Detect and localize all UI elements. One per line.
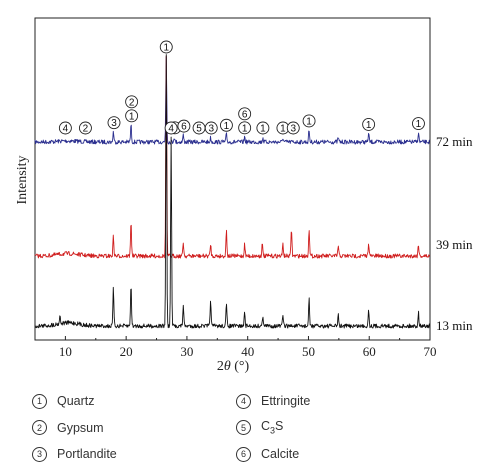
peak-label-circle [219, 118, 233, 132]
peak-label-number: 1 [242, 123, 248, 134]
legend-label: Gypsum [57, 420, 104, 435]
phase-legend: 1 Quartz 4 Ettringite 2 Gypsum 5 C3S 3 Portlandit… [32, 391, 472, 467]
peak-label-number: 4 [168, 124, 174, 135]
legend-item: 2 Gypsum [32, 418, 232, 438]
series-label: 39 min [436, 237, 473, 252]
peak-label: 3 [204, 121, 218, 135]
peak-label-number: 1 [306, 116, 312, 127]
peak-label-circle [78, 121, 92, 135]
series-line [34, 56, 431, 145]
legend-item: 4 Ettringite [232, 391, 432, 411]
series-2: 13 min [34, 54, 473, 333]
peak-label-circle [412, 117, 425, 130]
series-line [34, 54, 430, 329]
peak-label-number: 5 [196, 124, 202, 135]
peak-label-number: 2 [129, 97, 135, 108]
peak-label-number: 3 [208, 124, 214, 135]
peak-label-circle [302, 114, 316, 128]
peak-label: 1 [256, 121, 270, 135]
legend-item: 1 Quartz [32, 391, 232, 411]
peak-label-circle [159, 40, 173, 54]
legend-label: Calcite [261, 447, 300, 462]
peak-annotations: 42312146531161131114 [58, 40, 425, 135]
peak-label-circle [362, 117, 376, 131]
peak-label: 6 [238, 107, 252, 121]
x-tick-label: 60 [363, 344, 376, 359]
peak-label-circle [164, 121, 178, 135]
peak-label-circle [107, 116, 121, 130]
legend-label: Portlandite [57, 447, 117, 462]
legend-item: 3 Portlandite [32, 444, 232, 464]
peak-label-circle [238, 121, 252, 135]
peak-label: 1 [238, 121, 252, 135]
series-0: 72 min [34, 56, 473, 149]
peak-label: 1 [159, 40, 173, 54]
x-tick-label: 10 [59, 344, 72, 359]
legend-number: 4 [236, 393, 251, 409]
legend-number: 2 [32, 420, 47, 436]
peak-label: 5 [192, 121, 206, 135]
peak-label-number: 1 [224, 121, 230, 132]
legend-number: 1 [32, 393, 47, 409]
x-tick-label: 70 [424, 344, 437, 359]
peak-label-number: 1 [366, 120, 372, 131]
peak-label: 2 [78, 121, 92, 135]
peak-label: 1 [125, 109, 139, 123]
legend-label: Ettringite [261, 394, 311, 408]
peak-label-number: 1 [416, 119, 422, 130]
legend-label: C3S [261, 419, 284, 436]
x-axis-ticks: 10 20 30 40 50 60 70 [34, 336, 437, 359]
legend-item: 5 C3S [232, 418, 432, 438]
x-axis-label: 2θ (°) [217, 359, 250, 374]
peak-label-circle [125, 95, 139, 109]
series-line [34, 55, 431, 259]
peak-label-number: 3 [111, 118, 117, 129]
peak-label-number: 1 [280, 124, 286, 135]
x-tick-label: 20 [120, 344, 133, 359]
peak-label-circle [58, 121, 72, 135]
peak-label: 1 [412, 117, 425, 130]
peak-label: 1 [302, 114, 316, 128]
peak-label-number: 1 [129, 111, 135, 122]
peak-label-number: 6 [242, 109, 248, 120]
legend-number: 5 [236, 420, 251, 436]
x-tick-label: 40 [241, 344, 254, 359]
peak-label: 4 [164, 121, 178, 135]
legend-number: 6 [236, 446, 251, 462]
peak-label-number: 4 [63, 124, 69, 135]
legend-item: 6 Calcite [232, 444, 432, 464]
peak-label-number: 1 [260, 124, 266, 135]
series-label: 72 min [436, 134, 473, 149]
peak-label-circle [125, 109, 139, 123]
peak-label-circle [256, 121, 270, 135]
peak-label: 1 [362, 117, 376, 131]
series-label: 13 min [436, 318, 473, 333]
peak-label: 3 [107, 116, 121, 130]
plot-border [34, 17, 431, 341]
plot-frame [34, 17, 431, 341]
peak-label-number: 2 [83, 124, 89, 135]
series-layer: 72 min 39 min 13 min [34, 54, 473, 333]
peak-label: 6 [177, 119, 191, 133]
x-tick-label: 30 [180, 344, 193, 359]
x-tick-label: 50 [302, 344, 315, 359]
peak-label-circle [177, 119, 191, 133]
peak-label-number: 1 [163, 43, 169, 54]
legend-label: Quartz [57, 394, 95, 408]
series-1: 39 min [34, 55, 473, 259]
peak-label-circle [286, 121, 300, 135]
legend-number: 3 [32, 446, 47, 462]
peak-label: 4 [58, 121, 72, 135]
peak-label-number: 6 [181, 122, 187, 133]
peak-label-circle [204, 121, 218, 135]
peak-label-number: 3 [290, 124, 296, 135]
peak-label: 1 [219, 118, 233, 132]
y-axis-label: Intensity [15, 156, 30, 205]
peak-label-circle [238, 107, 252, 121]
peak-label: 2 [125, 95, 139, 109]
peak-label: 3 [286, 121, 300, 135]
